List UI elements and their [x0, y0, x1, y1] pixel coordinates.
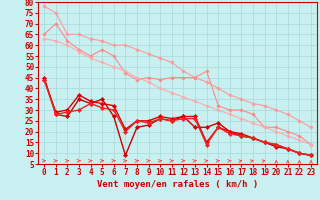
- X-axis label: Vent moyen/en rafales ( km/h ): Vent moyen/en rafales ( km/h ): [97, 180, 258, 189]
